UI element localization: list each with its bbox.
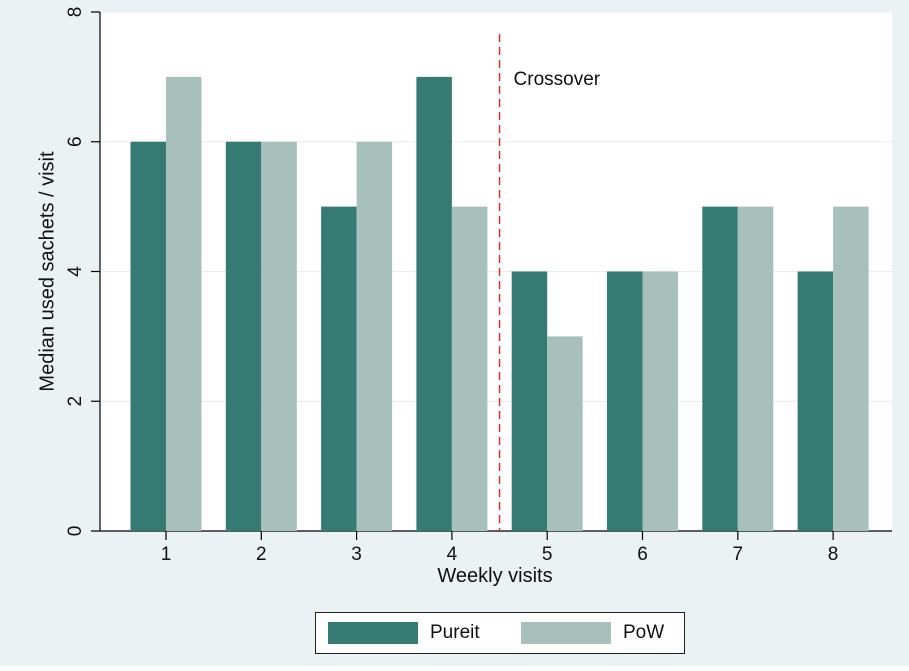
legend-label-pow: PoW [623, 622, 665, 643]
y-tick-label: 2 [65, 396, 86, 407]
x-tick-label: 6 [637, 544, 648, 565]
bar-pow-8 [833, 206, 869, 531]
y-tick-label: 6 [65, 136, 86, 147]
y-axis-title: Median used sachets / visit [36, 151, 58, 392]
bar-pow-3 [356, 141, 393, 531]
x-axis-title: Weekly visits [437, 565, 552, 587]
legend-label-pureit: Pureit [430, 622, 480, 643]
x-tick-label: 5 [542, 544, 553, 565]
bar-pureit-5 [511, 271, 548, 531]
y-tick-label: 4 [65, 266, 86, 277]
bar-pow-7 [737, 206, 774, 531]
y-tick-label: 0 [65, 526, 86, 537]
bar-pureit-3 [321, 206, 357, 531]
x-tick-label: 4 [447, 544, 458, 565]
crossover-label: Crossover [514, 69, 601, 90]
bar-pureit-6 [607, 271, 643, 531]
x-tick-label: 2 [256, 544, 267, 565]
bar-pureit-7 [702, 206, 738, 531]
bar-pureit-1 [130, 141, 166, 531]
legend: Pureit PoW [315, 612, 685, 654]
bar-pow-2 [261, 141, 297, 531]
x-tick-label: 7 [733, 544, 744, 565]
y-tick-label: 8 [65, 7, 86, 18]
x-tick-label: 3 [351, 544, 362, 565]
legend-item-pureit: Pureit [328, 622, 480, 644]
legend-swatch-pureit [328, 622, 418, 644]
bar-pureit-2 [225, 141, 262, 531]
bar-pureit-8 [797, 271, 834, 531]
legend-item-pow: PoW [521, 622, 664, 644]
x-tick-label: 1 [161, 544, 172, 565]
bar-pow-4 [451, 206, 488, 531]
bar-pow-1 [166, 76, 202, 531]
x-tick-label: 8 [828, 544, 839, 565]
bar-pow-5 [547, 336, 583, 531]
bar-pureit-4 [416, 76, 452, 531]
legend-swatch-pow [521, 622, 611, 644]
bar-pow-6 [642, 271, 678, 531]
